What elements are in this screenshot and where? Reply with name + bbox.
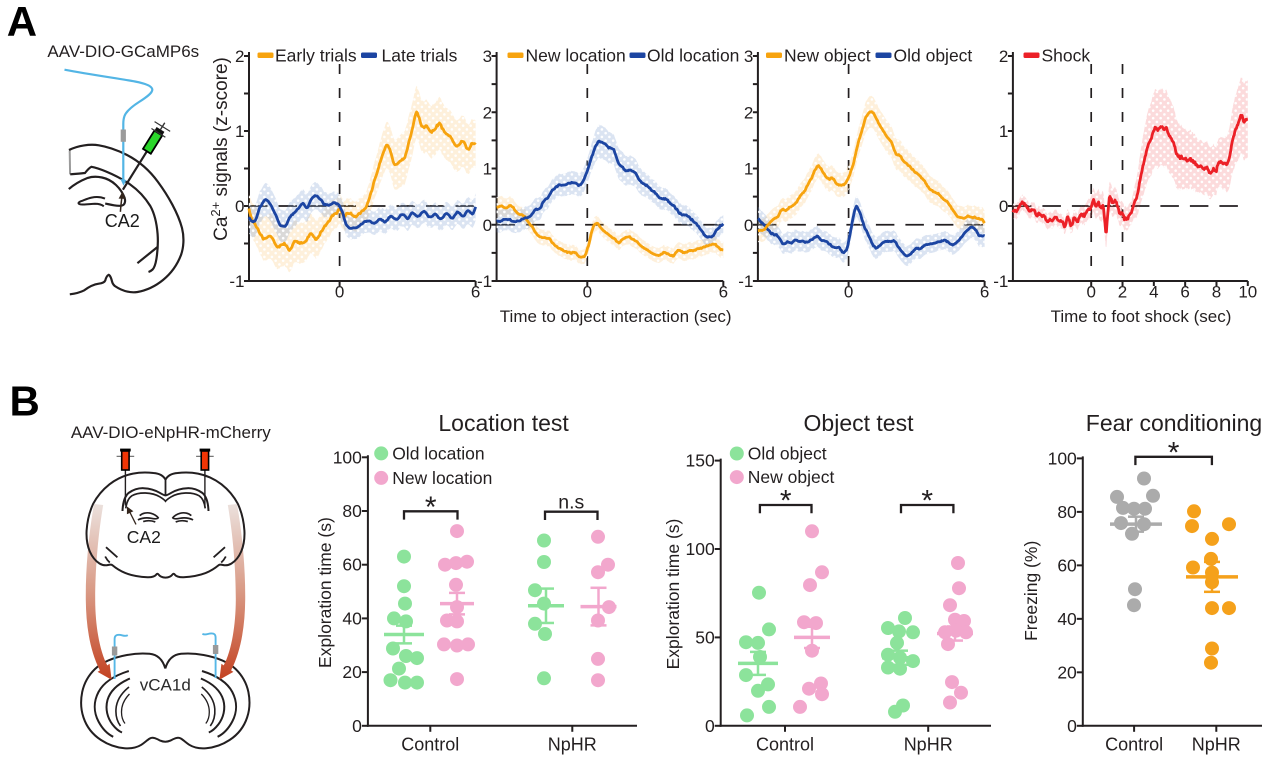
- svg-text:0: 0: [483, 216, 492, 235]
- svg-text:Old object: Old object: [748, 444, 827, 464]
- svg-text:*: *: [921, 485, 933, 518]
- svg-text:-1: -1: [229, 272, 244, 291]
- svg-text:8: 8: [1212, 283, 1221, 302]
- svg-text:6: 6: [471, 283, 480, 302]
- svg-text:New object: New object: [748, 467, 835, 487]
- svg-text:0: 0: [844, 283, 853, 302]
- svg-text:150: 150: [685, 451, 714, 471]
- svg-text:0: 0: [1086, 283, 1095, 302]
- svg-text:CA2: CA2: [127, 527, 161, 547]
- svg-text:60: 60: [342, 555, 362, 575]
- svg-text:6: 6: [1180, 283, 1189, 302]
- svg-text:0: 0: [1067, 716, 1077, 736]
- svg-text:NpHR: NpHR: [1192, 734, 1241, 754]
- svg-text:-1: -1: [738, 272, 753, 291]
- svg-text:Control: Control: [1105, 734, 1163, 754]
- svg-text:Old location: Old location: [392, 443, 484, 463]
- svg-text:-1: -1: [477, 272, 492, 291]
- svg-text:CA2: CA2: [105, 211, 140, 231]
- svg-text:2: 2: [1118, 283, 1127, 302]
- svg-text:60: 60: [1057, 555, 1077, 575]
- svg-text:New object: New object: [784, 46, 871, 66]
- svg-text:vCA1d: vCA1d: [140, 676, 191, 695]
- svg-text:AAV-DIO-GCaMP6s: AAV-DIO-GCaMP6s: [47, 42, 199, 61]
- svg-text:0: 0: [583, 283, 592, 302]
- svg-text:100: 100: [1048, 448, 1077, 468]
- svg-text:0: 0: [744, 216, 753, 235]
- svg-text:1: 1: [235, 122, 244, 141]
- svg-text:Location test: Location test: [438, 410, 569, 436]
- svg-text:Exploration time (s): Exploration time (s): [315, 517, 335, 668]
- svg-text:Time to foot shock (sec): Time to foot shock (sec): [1051, 307, 1232, 326]
- svg-text:50: 50: [695, 627, 715, 647]
- svg-text:Control: Control: [756, 734, 814, 754]
- svg-text:4: 4: [1149, 283, 1158, 302]
- svg-text:80: 80: [1057, 502, 1077, 522]
- svg-text:2: 2: [999, 47, 1008, 66]
- svg-text:New location: New location: [392, 468, 492, 488]
- svg-text:AAV-DIO-eNpHR-mCherry: AAV-DIO-eNpHR-mCherry: [71, 423, 271, 442]
- svg-text:10: 10: [1238, 283, 1257, 302]
- svg-text:n.s: n.s: [558, 492, 584, 514]
- svg-text:100: 100: [333, 447, 362, 467]
- svg-text:0: 0: [352, 716, 362, 736]
- svg-text:2: 2: [235, 47, 244, 66]
- svg-text:1: 1: [999, 122, 1008, 141]
- svg-text:3: 3: [483, 47, 492, 66]
- svg-text:6: 6: [980, 283, 989, 302]
- svg-text:Late trials: Late trials: [382, 46, 458, 66]
- svg-text:20: 20: [342, 662, 362, 682]
- svg-text:Freezing (%): Freezing (%): [1021, 541, 1041, 641]
- svg-text:80: 80: [342, 501, 362, 521]
- svg-text:NpHR: NpHR: [904, 734, 953, 754]
- svg-text:0: 0: [705, 716, 715, 736]
- svg-text:100: 100: [685, 539, 714, 559]
- svg-text:A: A: [7, 0, 37, 45]
- svg-text:6: 6: [719, 283, 728, 302]
- svg-text:Time to object interaction (se: Time to object interaction (sec): [500, 307, 732, 326]
- svg-text:Control: Control: [401, 734, 459, 754]
- svg-text:2: 2: [744, 103, 753, 122]
- svg-text:Object test: Object test: [804, 410, 915, 436]
- svg-text:0: 0: [335, 283, 344, 302]
- svg-text:1: 1: [744, 160, 753, 179]
- svg-text:20: 20: [1057, 662, 1077, 682]
- svg-text:B: B: [10, 378, 40, 425]
- svg-text:Old object: Old object: [894, 46, 973, 66]
- svg-text:*: *: [425, 491, 437, 524]
- svg-text:*: *: [780, 485, 792, 518]
- svg-text:-1: -1: [993, 272, 1008, 291]
- svg-text:Early trials: Early trials: [275, 46, 357, 66]
- svg-text:Old location: Old location: [647, 46, 739, 66]
- svg-text:0: 0: [235, 197, 244, 216]
- svg-text:*: *: [1168, 436, 1180, 469]
- svg-text:0: 0: [999, 197, 1008, 216]
- svg-text:3: 3: [744, 47, 753, 66]
- svg-text:NpHR: NpHR: [548, 734, 597, 754]
- svg-text:New location: New location: [526, 46, 626, 66]
- svg-text:Exploration time (s): Exploration time (s): [663, 519, 683, 670]
- svg-text:Fear conditioning: Fear conditioning: [1086, 410, 1262, 436]
- svg-text:2: 2: [483, 103, 492, 122]
- svg-text:40: 40: [342, 608, 362, 628]
- svg-text:40: 40: [1057, 609, 1077, 629]
- svg-text:1: 1: [483, 160, 492, 179]
- svg-text:Shock: Shock: [1042, 46, 1091, 66]
